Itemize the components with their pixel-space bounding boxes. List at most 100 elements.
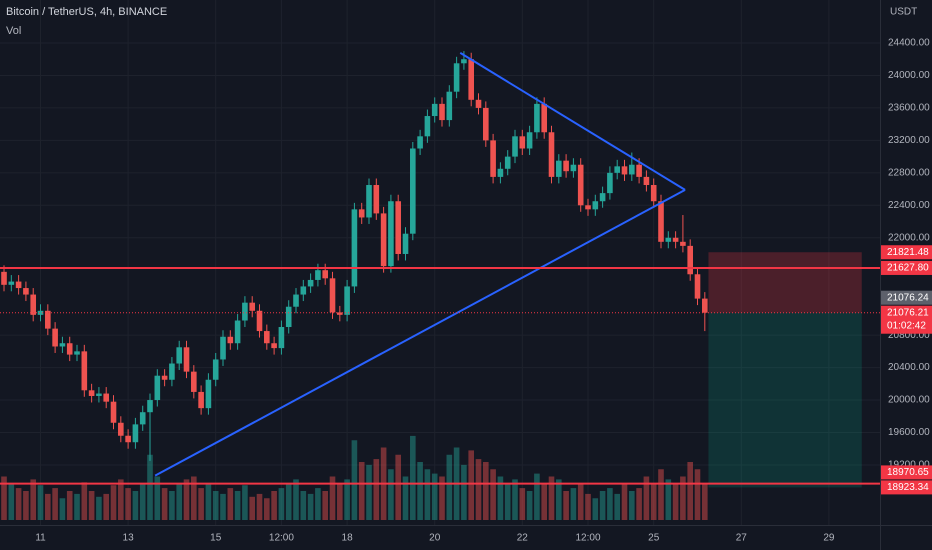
candle-body [395,201,402,254]
candle-body [614,166,621,173]
candle-body [672,237,679,242]
volume-bar [300,491,307,520]
volume-bar [96,496,102,520]
volume-bar [504,483,511,520]
volume-bar [592,498,599,520]
volume-bar [154,476,161,520]
candle-body [658,201,664,242]
candle-body [125,435,131,443]
candle-body [373,185,380,214]
volume-bar [307,493,314,520]
x-tick-label: 12:00 [269,533,294,544]
candle-body [665,237,672,242]
volume-bar [329,476,336,520]
candle-body [256,310,263,332]
volume-bar [395,454,402,520]
volume-bar [373,459,380,520]
volume-bar [88,491,95,520]
volume-bar [439,476,445,520]
volume-bar [37,485,44,520]
volume-bar [337,483,343,520]
volume-bar [468,450,475,520]
candle-body [242,302,248,321]
volume-bar [556,479,562,520]
volume-bar [680,476,686,520]
candle-body [271,343,277,349]
price-tag [881,480,932,495]
volume-bar [687,462,694,520]
volume-bar [599,491,606,520]
candle-body [15,281,22,289]
candle-body [504,156,511,169]
y-tick-label: 22000.00 [888,232,930,243]
volume-bar [577,483,584,520]
volume-bar [205,483,212,520]
price-tag-label: 21627.80 [887,263,929,274]
candle-body [169,363,175,380]
volume-bar [118,479,124,520]
price-tag-label: 21076.21 [887,307,929,318]
candle-body [592,201,599,210]
candle-body [234,320,241,344]
candle-body [475,99,482,108]
volume-bar [475,459,482,520]
volume-bar [139,483,146,520]
candle-body [315,270,321,280]
candle-body [526,132,533,149]
candle-body [45,310,51,329]
candle-body [702,298,708,313]
volume-bar [227,488,234,520]
volume-bar [636,488,642,520]
candle-body [388,201,394,267]
volume-bar [366,464,372,520]
candle-body [497,168,504,177]
candle-body [461,59,467,64]
candle-body [1,271,7,285]
candle-body [541,103,548,133]
position-tool [708,252,862,488]
price-tag-label: 18970.65 [887,467,929,478]
volume-bar [658,469,664,520]
price-tag [881,290,932,305]
volume-bar [410,435,416,520]
volume-bar [643,476,650,520]
candle-body [132,424,139,443]
x-tick-label: 12:00 [575,533,600,544]
candle-body [227,336,234,344]
candle-body [139,412,146,425]
volume-bar [388,469,394,520]
volume-bar [66,491,73,520]
price-tag-label: 21076.24 [887,292,929,303]
x-tick-label: 18 [342,533,354,544]
volume-bar [234,491,241,520]
volume-bar [191,476,197,520]
candle-body [512,136,518,157]
candle-body [88,390,95,396]
volume-bar [665,479,672,520]
volume-bar [176,483,183,520]
candle-body [344,286,350,315]
candle-body [483,107,489,141]
candle-body [358,209,365,218]
symbol-title: Bitcoin / TetherUS, 4h, BINANCE [6,6,167,18]
volume-bar [672,483,679,520]
price-tag [881,245,932,260]
candle-body [205,379,212,409]
candle-body [52,328,58,347]
volume-bar [81,482,88,520]
y-tick-label: 19200.00 [888,460,930,471]
volume-bar [548,476,555,520]
volume-bar [1,476,7,520]
candle-body [585,205,591,210]
volume-label: Vol [6,25,21,37]
x-tick-label: 15 [210,533,222,544]
target-zone [708,312,862,488]
y-tick-label: 23600.00 [888,103,930,114]
volume-bar [519,488,526,520]
candle-body [176,347,183,364]
x-tick-label: 22 [517,533,529,544]
price-tag [881,465,932,480]
candle-body [607,172,613,194]
